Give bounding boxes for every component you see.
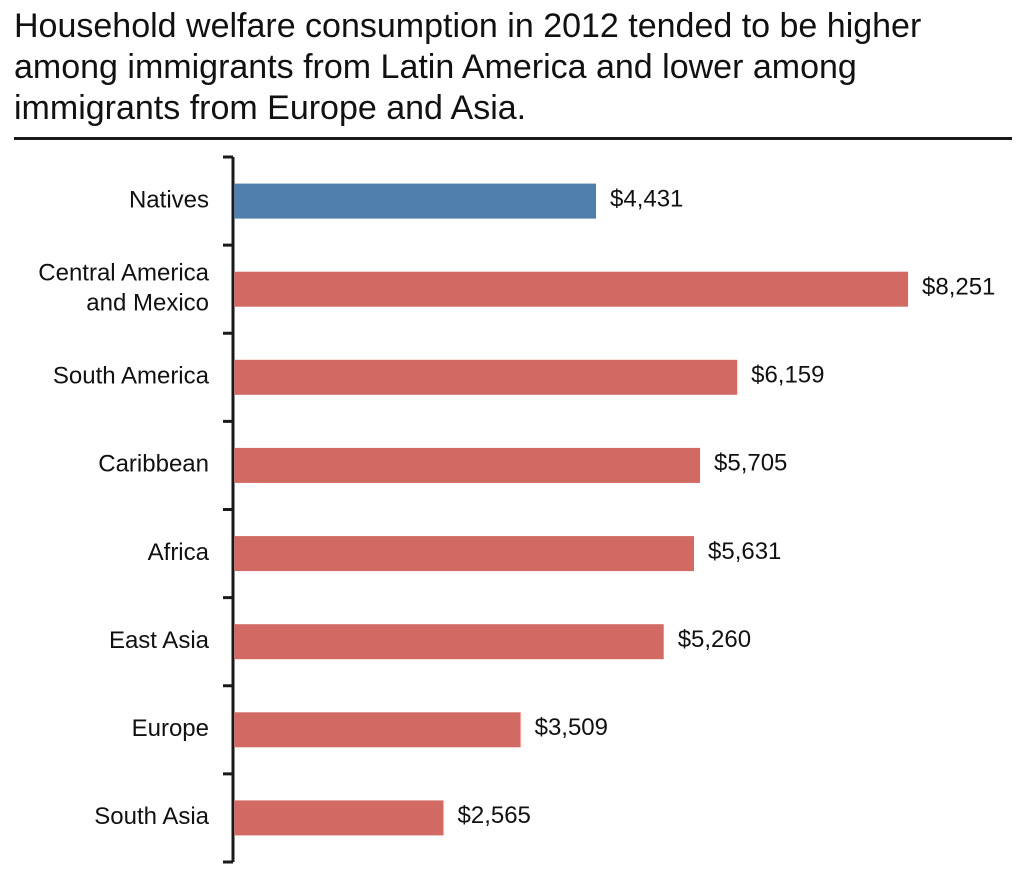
value-label: $5,705 bbox=[714, 450, 787, 477]
category-label: South America bbox=[53, 363, 210, 390]
category-label: Central America bbox=[38, 260, 209, 287]
value-label: $5,631 bbox=[708, 538, 781, 565]
bar bbox=[234, 183, 596, 219]
category-label: South Asia bbox=[94, 803, 209, 830]
value-label: $3,509 bbox=[535, 714, 608, 741]
category-label: East Asia bbox=[109, 627, 210, 654]
bar bbox=[234, 536, 694, 572]
bars bbox=[234, 183, 908, 836]
value-label: $4,431 bbox=[610, 185, 683, 212]
value-label: $8,251 bbox=[922, 274, 995, 301]
category-label: and Mexico bbox=[86, 290, 209, 317]
labels: $4,431 Natives $8,251 Central America and Me… bbox=[38, 185, 995, 830]
y-axis bbox=[223, 155, 235, 864]
bar bbox=[234, 800, 444, 836]
bar bbox=[234, 712, 521, 748]
category-label: Natives bbox=[129, 186, 209, 213]
bar bbox=[234, 359, 738, 395]
value-label: $6,159 bbox=[751, 362, 824, 389]
category-label: Europe bbox=[132, 715, 209, 742]
value-label: $2,565 bbox=[458, 802, 531, 829]
title-rule bbox=[14, 137, 1012, 140]
bar bbox=[234, 271, 908, 307]
bar bbox=[234, 447, 700, 483]
category-label: Africa bbox=[148, 539, 210, 566]
bar bbox=[234, 624, 664, 660]
value-label: $5,260 bbox=[678, 626, 751, 653]
chart-title: Household welfare consumption in 2012 te… bbox=[14, 7, 922, 127]
category-label: Caribbean bbox=[98, 451, 209, 478]
